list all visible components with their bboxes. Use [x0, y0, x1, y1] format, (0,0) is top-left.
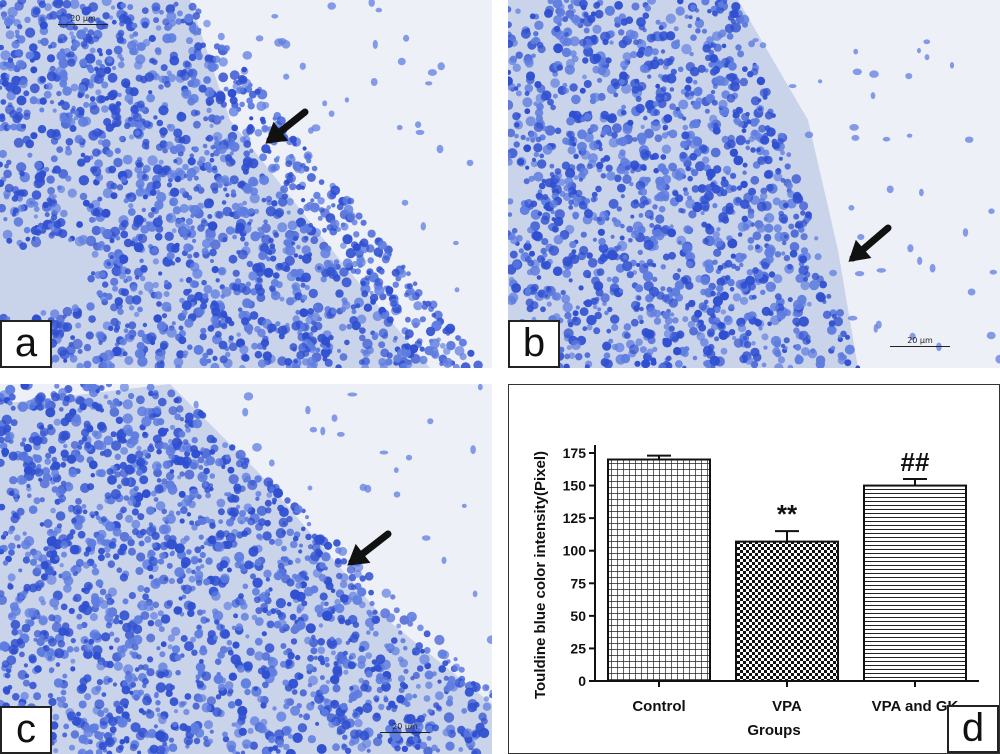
- scale-bar-label-a: 20 µm: [70, 14, 96, 23]
- y-tick-label: 50: [570, 608, 586, 624]
- arrow-icon: [347, 530, 392, 566]
- arrow-icon: [265, 108, 309, 144]
- arrow-icon: [848, 224, 892, 262]
- micrograph-b: [508, 0, 1000, 368]
- bar: [863, 484, 967, 682]
- scale-bar-label-b: 20 µm: [907, 336, 933, 345]
- panel-label-c: c: [0, 706, 52, 754]
- scale-bar-label-c: 20 µm: [392, 722, 418, 731]
- y-tick-label: 175: [563, 445, 587, 461]
- y-tick-label: 125: [563, 510, 587, 526]
- significance-marker: **: [777, 499, 798, 529]
- panel-label-b: b: [508, 320, 560, 368]
- panel-label-a: a: [0, 320, 52, 368]
- x-axis-label: Groups: [747, 722, 800, 739]
- micrograph-panel-a: 20 µm a: [0, 0, 492, 368]
- y-tick-label: 150: [563, 478, 587, 494]
- micrograph-a: [0, 0, 492, 368]
- scattered-cells: [752, 38, 1000, 364]
- x-tick-label: Control: [632, 698, 685, 715]
- micrograph-panel-c: 20 µm c: [0, 384, 492, 754]
- micrograph-panel-b: 20 µm b: [508, 0, 1000, 368]
- y-tick-label: 100: [563, 543, 587, 559]
- scale-bar-b: 20 µm: [890, 336, 950, 347]
- scattered-cells: [193, 384, 492, 644]
- y-tick-label: 25: [570, 640, 586, 656]
- bar: [735, 540, 839, 682]
- scattered-cells: [71, 0, 474, 313]
- x-tick-label: VPA: [772, 698, 802, 715]
- scale-bar-a: 20 µm: [58, 14, 108, 25]
- granule-cells: [0, 0, 483, 368]
- scale-bar-c: 20 µm: [380, 722, 430, 733]
- micrograph-c: [0, 384, 492, 754]
- significance-marker: ##: [901, 447, 930, 477]
- bar: [607, 458, 711, 682]
- y-tick-label: 75: [570, 575, 586, 591]
- y-tick-label: 0: [578, 673, 586, 689]
- chart-panel-d: 0 25 50 75 100 125 150 175 Control VPA VPA and GK …: [508, 384, 1000, 754]
- granule-cells: [508, 0, 861, 368]
- y-axis-label: Touldine blue color intensity(Pixel): [532, 451, 549, 699]
- x-tick-label: VPA and GK: [872, 698, 959, 715]
- granule-cells: [0, 384, 492, 754]
- panel-label-d: d: [947, 705, 999, 753]
